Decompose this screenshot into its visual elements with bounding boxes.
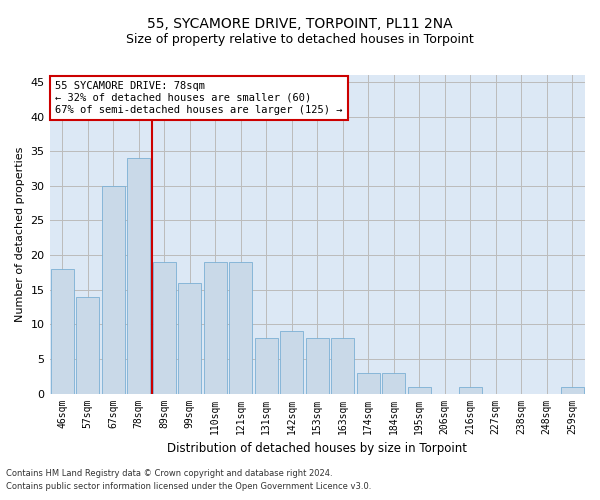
Bar <box>382 373 405 394</box>
Text: Contains public sector information licensed under the Open Government Licence v3: Contains public sector information licen… <box>6 482 371 491</box>
Bar <box>408 386 431 394</box>
Bar <box>280 331 303 394</box>
Bar <box>255 338 278 394</box>
Bar <box>204 262 227 394</box>
Text: 55 SYCAMORE DRIVE: 78sqm
← 32% of detached houses are smaller (60)
67% of semi-d: 55 SYCAMORE DRIVE: 78sqm ← 32% of detach… <box>55 82 343 114</box>
Bar <box>561 386 584 394</box>
Bar <box>306 338 329 394</box>
Y-axis label: Number of detached properties: Number of detached properties <box>15 146 25 322</box>
Text: 55, SYCAMORE DRIVE, TORPOINT, PL11 2NA: 55, SYCAMORE DRIVE, TORPOINT, PL11 2NA <box>147 18 453 32</box>
Bar <box>229 262 252 394</box>
Bar <box>76 296 99 394</box>
Bar <box>102 186 125 394</box>
Text: Contains HM Land Registry data © Crown copyright and database right 2024.: Contains HM Land Registry data © Crown c… <box>6 468 332 477</box>
Text: Size of property relative to detached houses in Torpoint: Size of property relative to detached ho… <box>126 32 474 46</box>
Bar <box>51 269 74 394</box>
Bar <box>459 386 482 394</box>
Bar <box>357 373 380 394</box>
X-axis label: Distribution of detached houses by size in Torpoint: Distribution of detached houses by size … <box>167 442 467 455</box>
Bar <box>178 283 201 394</box>
Bar <box>153 262 176 394</box>
Bar <box>127 158 150 394</box>
Bar <box>331 338 354 394</box>
